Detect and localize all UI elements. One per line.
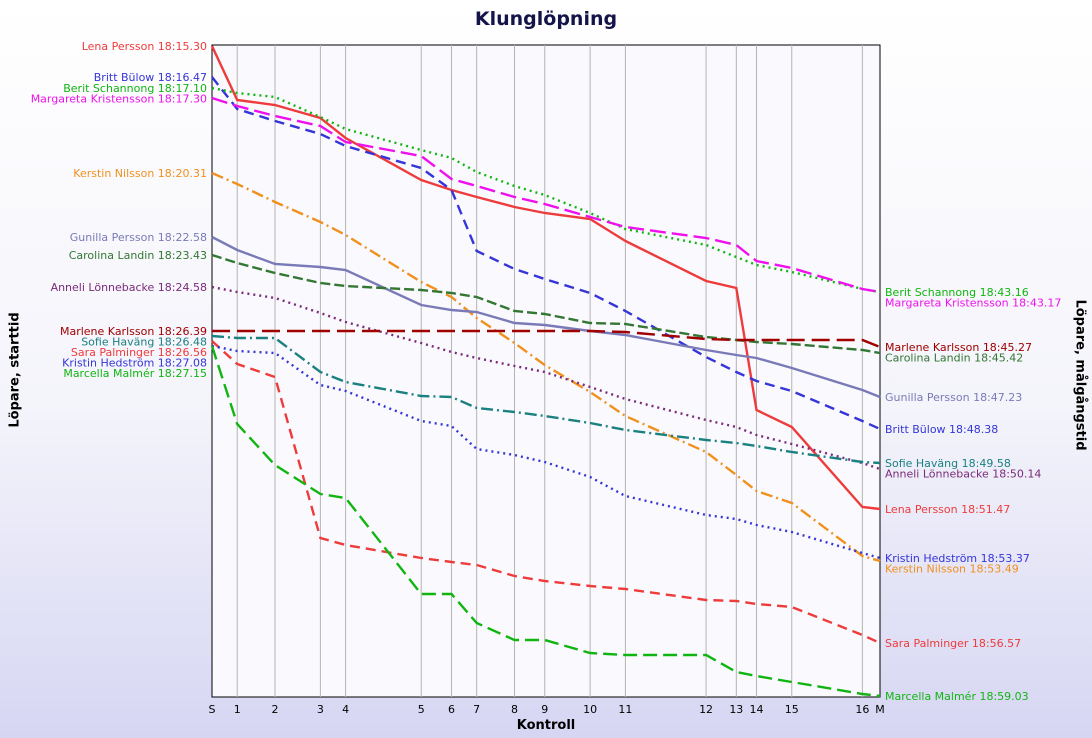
x-tick-label: 3 (317, 703, 324, 716)
x-tick-label: M (875, 703, 885, 716)
end-label-lena-persson: Lena Persson 18:51.47 (885, 503, 1010, 516)
x-tick-label: 1 (234, 703, 241, 716)
series-line-sofie-havang (211, 334, 881, 465)
end-label-marcella-malmer: Marcella Malmér 18:59.03 (885, 690, 1029, 703)
x-tick-label: 11 (618, 703, 632, 716)
x-tick-label: 14 (749, 703, 763, 716)
plot-area (211, 44, 881, 698)
x-tick-label: 9 (541, 703, 548, 716)
start-label-berit-schannong: Berit Schannong 18:17.10 (63, 82, 207, 95)
end-label-marlene-karlsson: Marlene Karlsson 18:45.27 (885, 341, 1032, 354)
start-label-sofie-havang: Sofie Haväng 18:26.48 (81, 336, 207, 349)
x-tick-label: 16 (855, 703, 869, 716)
series-line-marcella-malmer (210, 345, 881, 698)
end-label-anneli-lonnebacke: Anneli Lönnebacke 18:50.14 (885, 468, 1041, 481)
start-label-sara-palminger: Sara Palminger 18:26.56 (71, 346, 207, 359)
series-line-britt-bulow (211, 76, 881, 431)
end-label-margareta-kristensson: Margareta Kristensson 18:43.17 (885, 297, 1061, 310)
start-label-kerstin-nilsson: Kerstin Nilsson 18:20.31 (73, 167, 207, 180)
series-line-kerstin-nilsson (211, 171, 881, 563)
series-line-kristin-hedstrom (211, 344, 881, 560)
series-line-sara-palminger (211, 340, 881, 645)
start-label-britt-bulow: Britt Bülow 18:16.47 (94, 71, 207, 84)
x-tick-label: 12 (699, 703, 713, 716)
series-lines (210, 45, 881, 698)
x-tick-labels: S 1 2 3 4 5 6 7 8 9 10 11 12 13 14 15 16 M (209, 703, 885, 716)
start-label-marcella-malmer: Marcella Malmér 18:27.15 (63, 367, 207, 380)
end-label-carolina-landin: Carolina Landin 18:45.42 (885, 352, 1023, 365)
start-label-margareta-kristensson: Margareta Kristensson 18:17.30 (31, 93, 207, 106)
x-tick-label: 7 (473, 703, 480, 716)
end-labels: Lena Persson 18:51.47 Britt Bülow 18:48.3… (885, 286, 1061, 703)
x-tick-label: 6 (448, 703, 455, 716)
end-label-sara-palminger: Sara Palminger 18:56.57 (885, 637, 1021, 650)
chart-title: Klunglöpning (474, 8, 618, 30)
series-line-gunilla-persson (211, 235, 881, 399)
x-tick-label: 8 (511, 703, 518, 716)
start-label-marlene-karlsson: Marlene Karlsson 18:26.39 (60, 325, 207, 338)
series-line-carolina-landin (211, 253, 881, 355)
x-tick-label: 15 (785, 703, 799, 716)
x-tick-label: 4 (342, 703, 349, 716)
end-label-kristin-hedstrom: Kristin Hedström 18:53.37 (885, 552, 1030, 565)
start-label-anneli-lonnebacke: Anneli Lönnebacke 18:24.58 (51, 281, 207, 294)
x-tick-label: 5 (418, 703, 425, 716)
series-line-marlene-karlsson (212, 329, 881, 349)
end-label-britt-bulow: Britt Bülow 18:48.38 (885, 423, 998, 436)
x-tick-label: 2 (272, 703, 279, 716)
end-label-gunilla-persson: Gunilla Persson 18:47.23 (885, 391, 1022, 404)
start-label-kristin-hedstrom: Kristin Hedström 18:27.08 (62, 357, 207, 370)
series-line-margareta-kristensson (211, 96, 881, 294)
series-line-anneli-lonnebacke (211, 285, 881, 471)
start-labels: Lena Persson 18:15.30 Britt Bülow 18:16.4… (31, 40, 207, 380)
series-line-lena-persson (210, 45, 881, 511)
end-label-kerstin-nilsson: Kerstin Nilsson 18:53.49 (885, 563, 1019, 576)
x-tick-label: S (209, 703, 216, 716)
end-label-sofie-havang: Sofie Haväng 18:49.58 (885, 457, 1011, 470)
x-axis-label: Kontroll (516, 718, 576, 733)
start-label-carolina-landin: Carolina Landin 18:23.43 (69, 249, 207, 262)
grid (236, 45, 863, 697)
x-tick-label: 13 (729, 703, 743, 716)
start-label-lena-persson: Lena Persson 18:15.30 (82, 40, 207, 53)
end-label-berit-schannong: Berit Schannong 18:43.16 (885, 286, 1029, 299)
x-tick-label: 10 (583, 703, 597, 716)
start-label-gunilla-persson: Gunilla Persson 18:22.58 (70, 231, 207, 244)
